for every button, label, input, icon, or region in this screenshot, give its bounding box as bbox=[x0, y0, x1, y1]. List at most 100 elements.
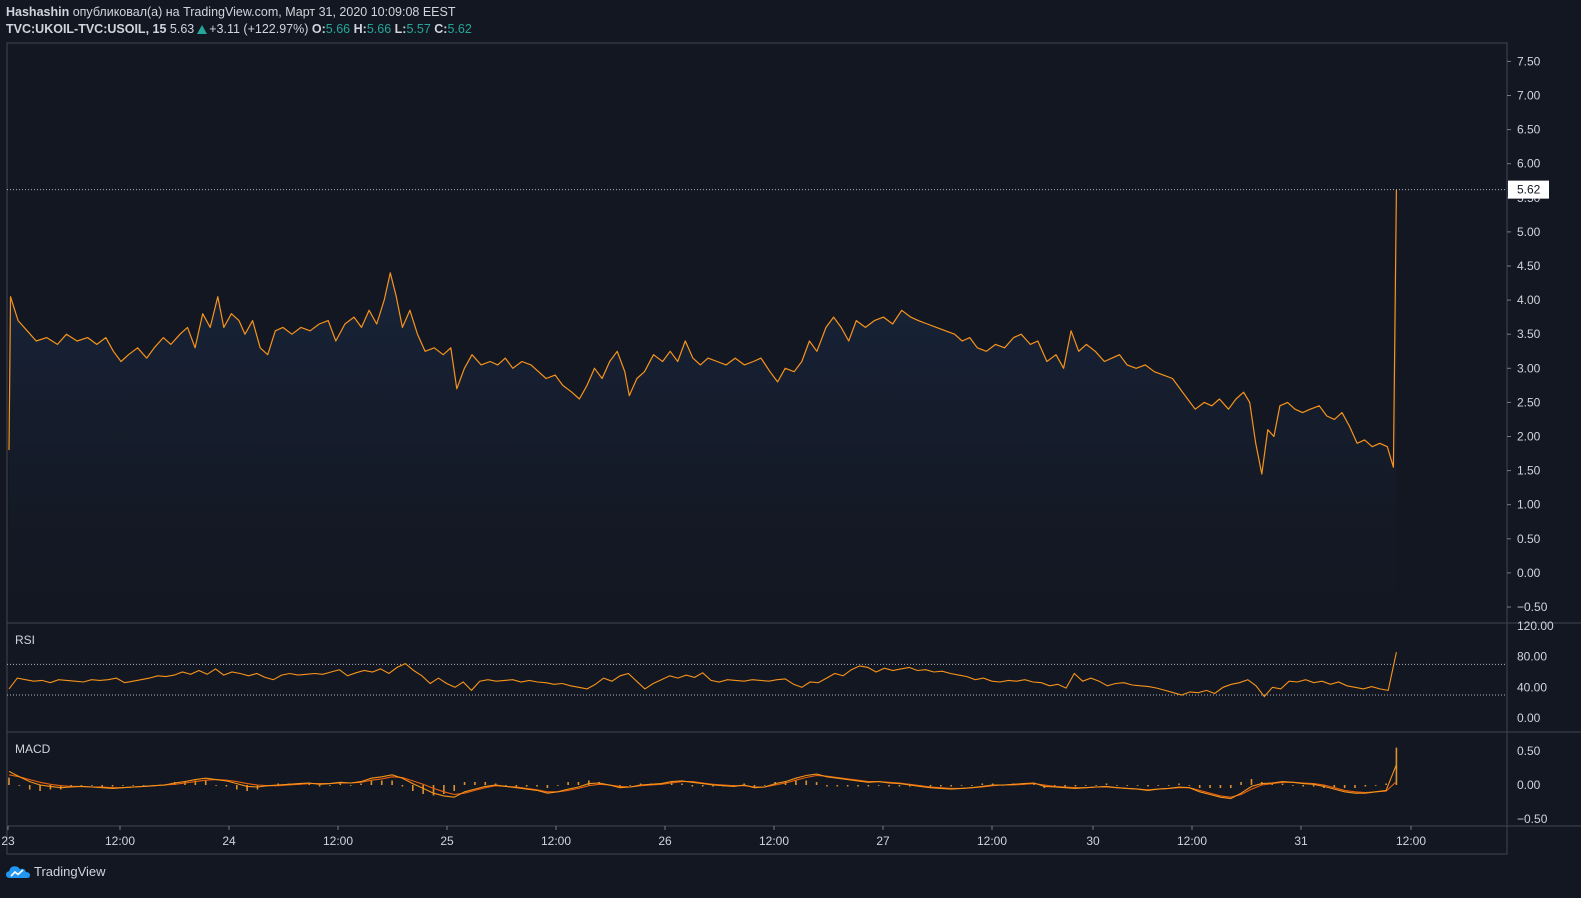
macd-histogram-bar bbox=[639, 783, 642, 785]
macd-histogram-bar bbox=[940, 785, 942, 787]
price-tick-label: 5.00 bbox=[1517, 225, 1541, 239]
macd-histogram-bar bbox=[204, 780, 207, 785]
macd-histogram-bar bbox=[753, 785, 756, 787]
price-tick-label: 0.50 bbox=[1517, 532, 1541, 546]
time-tick-label: 25 bbox=[440, 834, 454, 848]
price-tick-label: 4.00 bbox=[1517, 293, 1541, 307]
macd-histogram-bar bbox=[1240, 782, 1242, 785]
price-line bbox=[8, 189, 1397, 475]
last-price-label: 5.62 bbox=[1517, 183, 1541, 197]
macd-histogram-bar bbox=[960, 785, 963, 786]
open-label: O: bbox=[311, 22, 326, 36]
macd-histogram-bar bbox=[1219, 785, 1222, 788]
rsi-tick-label: 0.00 bbox=[1517, 711, 1541, 725]
macd-tick-label: −0.50 bbox=[1517, 812, 1548, 826]
macd-histogram-bar bbox=[308, 783, 311, 785]
macd-histogram-bar bbox=[546, 785, 549, 788]
open-value: 5.66 bbox=[325, 22, 351, 36]
macd-histogram-bar bbox=[1157, 785, 1160, 786]
macd-histogram-bar bbox=[360, 783, 362, 785]
macd-histogram-bar bbox=[432, 785, 435, 796]
macd-histogram-bar bbox=[981, 783, 984, 785]
macd-histogram-bar bbox=[111, 785, 114, 787]
macd-histogram-bar bbox=[91, 785, 93, 786]
price-tick-label: −0.50 bbox=[1517, 600, 1548, 614]
macd-histogram-bar bbox=[235, 785, 238, 790]
macd-histogram-bar bbox=[1354, 785, 1356, 788]
rsi-tick-label: 80.00 bbox=[1517, 650, 1547, 664]
macd-histogram-bar bbox=[1374, 785, 1377, 786]
macd-histogram-bar bbox=[991, 783, 994, 785]
macd-histogram-bar bbox=[1095, 785, 1097, 786]
macd-histogram-bar bbox=[888, 785, 890, 787]
high-label: H: bbox=[353, 22, 367, 36]
macd-histogram-bar bbox=[28, 785, 31, 790]
tradingview-logo[interactable]: TradingView bbox=[6, 864, 106, 879]
time-tick-label: 31 bbox=[1294, 834, 1308, 848]
macd-histogram-bar bbox=[1167, 785, 1170, 786]
macd-histogram-bar bbox=[826, 785, 828, 787]
price-tick-label: 2.00 bbox=[1517, 430, 1541, 444]
macd-histogram-bar bbox=[70, 785, 72, 787]
macd-histogram-bar bbox=[329, 785, 331, 786]
macd-histogram-bar bbox=[277, 783, 280, 785]
macd-histogram-bar bbox=[1147, 785, 1149, 787]
macd-histogram-bar bbox=[1312, 785, 1315, 787]
macd-histogram-bar bbox=[453, 785, 456, 791]
macd-histogram-bar bbox=[18, 785, 21, 786]
macd-histogram-bar bbox=[215, 785, 217, 786]
macd-histogram-bar bbox=[380, 780, 383, 785]
macd-histogram-bar bbox=[391, 780, 393, 785]
macd-histogram-bar bbox=[1126, 785, 1129, 786]
macd-tick-label: 0.50 bbox=[1517, 744, 1541, 758]
last-price: 5.63 bbox=[169, 22, 195, 36]
macd-histogram-bar bbox=[1116, 785, 1118, 786]
logo-text: TradingView bbox=[34, 864, 106, 879]
macd-histogram-bar bbox=[536, 785, 538, 787]
price-tick-label: 1.00 bbox=[1517, 498, 1541, 512]
macd-histogram-bar bbox=[764, 785, 766, 786]
up-arrow-icon bbox=[197, 25, 208, 34]
price-tick-label: 7.00 bbox=[1517, 89, 1541, 103]
macd-tick-label: 0.00 bbox=[1517, 778, 1541, 792]
time-tick-label: 26 bbox=[658, 834, 672, 848]
macd-histogram-bar bbox=[8, 777, 10, 785]
macd-line bbox=[8, 764, 1397, 800]
macd-pane-title: MACD bbox=[15, 742, 51, 756]
macd-histogram-bar bbox=[463, 782, 466, 785]
time-tick-label: 24 bbox=[222, 834, 236, 848]
cloud-logo-icon bbox=[6, 865, 30, 878]
macd-histogram-bar bbox=[971, 785, 973, 786]
time-tick-label: 12:00 bbox=[759, 834, 789, 848]
macd-histogram-bar bbox=[908, 785, 911, 787]
macd-histogram-bar bbox=[194, 780, 197, 785]
macd-histogram-bar bbox=[1033, 783, 1035, 785]
author-name[interactable]: Hashashin bbox=[6, 5, 70, 19]
published-text: опубликовал(а) на TradingView.com, Март … bbox=[72, 5, 456, 19]
macd-histogram-bar bbox=[370, 780, 373, 785]
macd-histogram-bar bbox=[1271, 783, 1273, 785]
macd-histogram-bar bbox=[1292, 785, 1294, 786]
macd-histogram-bar bbox=[867, 785, 870, 787]
macd-histogram-bar bbox=[1064, 785, 1066, 787]
macd-histogram-bar bbox=[132, 785, 135, 786]
macd-histogram-bar bbox=[318, 785, 321, 787]
symbol-legend: TVC:UKOIL-TVC:USOIL, 15 5.63 +3.11 (+122.… bbox=[6, 22, 472, 36]
price-tick-label: 6.50 bbox=[1517, 123, 1541, 137]
time-tick-label: 12:00 bbox=[1396, 834, 1426, 848]
macd-histogram-bar bbox=[1229, 785, 1232, 788]
macd-histogram-bar bbox=[412, 785, 414, 791]
macd-histogram-bar bbox=[474, 782, 476, 785]
time-tick-label: 12:00 bbox=[1177, 834, 1207, 848]
high-value: 5.66 bbox=[366, 22, 392, 36]
symbol-label[interactable]: TVC:UKOIL-TVC:USOIL, 15 bbox=[6, 22, 167, 36]
last-price-badge bbox=[1508, 180, 1549, 199]
macd-histogram-bar bbox=[80, 785, 83, 786]
macd-histogram-bar bbox=[1333, 785, 1336, 788]
macd-histogram-bar bbox=[743, 783, 745, 785]
macd-histogram-bar bbox=[1178, 783, 1180, 785]
macd-histogram-bar bbox=[929, 785, 932, 787]
macd-histogram-bar bbox=[484, 782, 487, 785]
macd-histogram-bar bbox=[836, 785, 839, 787]
